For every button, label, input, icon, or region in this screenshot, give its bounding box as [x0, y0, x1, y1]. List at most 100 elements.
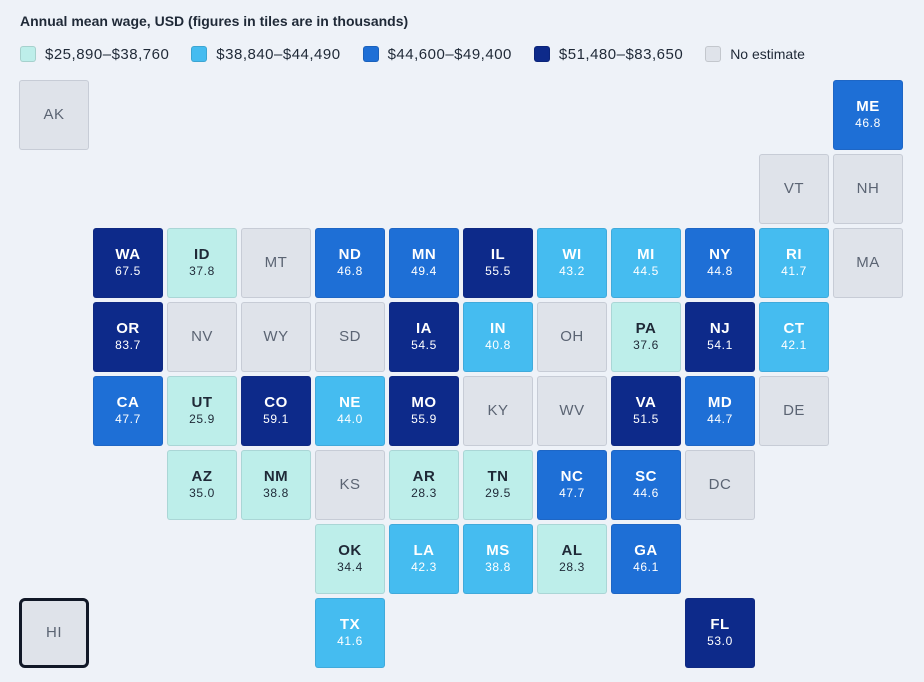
state-abbr: CA	[116, 394, 140, 411]
state-abbr: VT	[783, 180, 805, 197]
state-tile-ok[interactable]: OK 34.4	[315, 524, 385, 594]
state-tile-wy[interactable]: WY	[241, 302, 311, 372]
state-value: 28.3	[559, 560, 585, 574]
state-abbr: TN	[487, 468, 509, 485]
state-tile-mn[interactable]: MN 49.4	[389, 228, 459, 298]
state-tile-nh[interactable]: NH	[833, 154, 903, 224]
state-tile-ct[interactable]: CT 42.1	[759, 302, 829, 372]
state-tile-mt[interactable]: MT	[241, 228, 311, 298]
state-tile-va[interactable]: VA 51.5	[611, 376, 681, 446]
state-tile-ma[interactable]: MA	[833, 228, 903, 298]
state-tile-co[interactable]: CO 59.1	[241, 376, 311, 446]
state-abbr: ID	[194, 246, 210, 263]
state-tile-tn[interactable]: TN 29.5	[463, 450, 533, 520]
legend-label: $51,480–$83,650	[558, 45, 684, 63]
state-value: 44.0	[337, 412, 363, 426]
state-tile-ar[interactable]: AR 28.3	[389, 450, 459, 520]
legend-swatch	[533, 46, 550, 62]
state-tile-ky[interactable]: KY	[463, 376, 533, 446]
state-tile-ri[interactable]: RI 41.7	[759, 228, 829, 298]
state-abbr: WY	[263, 328, 289, 345]
state-tile-ks[interactable]: KS	[315, 450, 385, 520]
state-tile-il[interactable]: IL 55.5	[463, 228, 533, 298]
state-tile-ia[interactable]: IA 54.5	[389, 302, 459, 372]
state-tile-ga[interactable]: GA 46.1	[611, 524, 681, 594]
state-value: 38.8	[485, 560, 511, 574]
state-abbr: NE	[339, 394, 361, 411]
state-value: 25.9	[189, 412, 215, 426]
state-tile-sd[interactable]: SD	[315, 302, 385, 372]
state-tile-ak[interactable]: AK	[19, 80, 89, 150]
state-tile-ne[interactable]: NE 44.0	[315, 376, 385, 446]
state-tile-ny[interactable]: NY 44.8	[685, 228, 755, 298]
state-value: 44.6	[633, 486, 659, 500]
state-value: 83.7	[115, 338, 141, 352]
state-tile-nc[interactable]: NC 47.7	[537, 450, 607, 520]
state-abbr: GA	[634, 542, 658, 559]
state-tile-mi[interactable]: MI 44.5	[611, 228, 681, 298]
legend-label: $25,890–$38,760	[45, 45, 170, 63]
state-abbr: VA	[635, 394, 657, 411]
state-abbr: CT	[783, 320, 805, 337]
state-tile-md[interactable]: MD 44.7	[685, 376, 755, 446]
state-abbr: IN	[490, 320, 506, 337]
state-tile-wa[interactable]: WA 67.5	[93, 228, 163, 298]
state-value: 49.4	[411, 264, 437, 278]
state-value: 54.5	[411, 338, 437, 352]
state-tile-ut[interactable]: UT 25.9	[167, 376, 237, 446]
state-tile-me[interactable]: ME 46.8	[833, 80, 903, 150]
state-abbr: ME	[856, 98, 880, 115]
state-abbr: DE	[783, 402, 805, 419]
state-tile-tx[interactable]: TX 41.6	[315, 598, 385, 668]
state-abbr: AR	[412, 468, 436, 485]
state-abbr: DC	[708, 476, 732, 493]
state-tile-pa[interactable]: PA 37.6	[611, 302, 681, 372]
state-tile-dc[interactable]: DC	[685, 450, 755, 520]
state-tile-nd[interactable]: ND 46.8	[315, 228, 385, 298]
state-value: 43.2	[559, 264, 585, 278]
state-abbr: NV	[191, 328, 213, 345]
state-tile-de[interactable]: DE	[759, 376, 829, 446]
state-abbr: SD	[339, 328, 361, 345]
legend-swatch	[191, 46, 208, 62]
state-tile-ms[interactable]: MS 38.8	[463, 524, 533, 594]
state-value: 55.5	[485, 264, 511, 278]
state-tile-or[interactable]: OR 83.7	[93, 302, 163, 372]
state-value: 53.0	[707, 634, 733, 648]
state-tile-al[interactable]: AL 28.3	[537, 524, 607, 594]
state-tile-az[interactable]: AZ 35.0	[167, 450, 237, 520]
state-value: 29.5	[485, 486, 511, 500]
state-tile-oh[interactable]: OH	[537, 302, 607, 372]
state-tile-id[interactable]: ID 37.8	[167, 228, 237, 298]
state-tile-wi[interactable]: WI 43.2	[537, 228, 607, 298]
legend: $25,890–$38,760 $38,840–$44,490 $44,600–$4…	[20, 43, 827, 65]
state-abbr: KY	[487, 402, 509, 419]
state-tile-fl[interactable]: FL 53.0	[685, 598, 755, 668]
state-abbr: AZ	[191, 468, 213, 485]
state-abbr: IL	[490, 246, 506, 263]
state-tile-hi[interactable]: HI	[19, 598, 89, 668]
state-abbr: NM	[263, 468, 289, 485]
state-tile-la[interactable]: LA 42.3	[389, 524, 459, 594]
state-tile-nm[interactable]: NM 38.8	[241, 450, 311, 520]
legend-label: No estimate	[730, 46, 805, 62]
state-value: 46.8	[337, 264, 363, 278]
state-abbr: MN	[411, 246, 437, 263]
state-tile-in[interactable]: IN 40.8	[463, 302, 533, 372]
state-tile-wv[interactable]: WV	[537, 376, 607, 446]
legend-swatch	[362, 46, 379, 62]
state-abbr: MI	[637, 246, 655, 263]
state-tile-nj[interactable]: NJ 54.1	[685, 302, 755, 372]
state-value: 46.8	[855, 116, 881, 130]
state-tile-sc[interactable]: SC 44.6	[611, 450, 681, 520]
state-value: 44.7	[707, 412, 733, 426]
legend-item: $25,890–$38,760	[20, 46, 169, 63]
state-tile-nv[interactable]: NV	[167, 302, 237, 372]
state-value: 42.3	[411, 560, 437, 574]
state-tile-mo[interactable]: MO 55.9	[389, 376, 459, 446]
state-value: 51.5	[633, 412, 659, 426]
state-value: 37.6	[633, 338, 659, 352]
state-abbr: OR	[116, 320, 140, 337]
state-tile-ca[interactable]: CA 47.7	[93, 376, 163, 446]
state-tile-vt[interactable]: VT	[759, 154, 829, 224]
